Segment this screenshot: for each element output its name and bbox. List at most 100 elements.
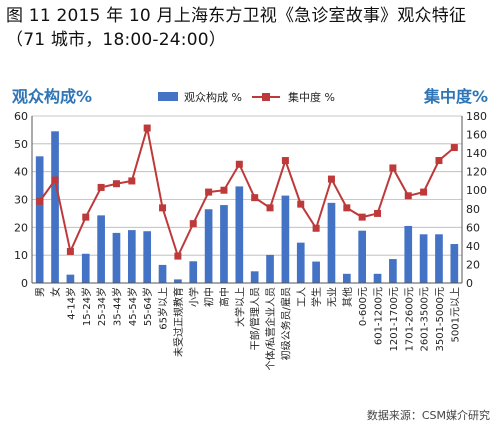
line-point: [327, 175, 335, 183]
right-tick-label: 0: [466, 277, 473, 290]
line-point: [281, 157, 289, 165]
line-point: [82, 213, 90, 221]
bar: [281, 195, 290, 283]
right-tick-label: 40: [466, 240, 480, 253]
bar: [97, 215, 105, 283]
line-point: [420, 188, 428, 196]
line-point: [143, 124, 151, 132]
bar: [250, 271, 259, 283]
bar: [158, 264, 167, 283]
tick-labels: 0102030405060020406080100120140160180男女 4…: [14, 110, 487, 370]
line-point: [159, 204, 167, 212]
category-tick-label: 未受过正规教育: [172, 287, 185, 357]
bar: [373, 273, 382, 283]
bar: [189, 261, 198, 283]
category-tick-label: 55-64岁: [141, 287, 154, 326]
bar: [450, 244, 459, 283]
category-tick-label: 女: [49, 287, 62, 297]
category-tick-label: 4-14岁: [64, 287, 77, 320]
bar: [404, 225, 413, 283]
line-point: [189, 220, 197, 228]
category-tick-label: 初中: [203, 287, 216, 307]
category-tick-label: 3501-5000元: [435, 287, 446, 352]
line-point: [435, 157, 443, 165]
bar: [435, 234, 443, 283]
bar: [174, 279, 182, 283]
figure-title: 图 11 2015 年 10 月上海东方卫视《急诊室故事》观众特征（71 城市，…: [6, 6, 467, 50]
left-tick-label: 50: [14, 138, 28, 151]
legend-line-label: 集中度 %: [288, 90, 335, 104]
category-tick-label: 65岁以上: [157, 287, 170, 330]
category-tick-label: 1701-2600元: [404, 287, 415, 352]
right-tick-label: 180: [466, 110, 487, 123]
category-tick-label: 小学: [187, 287, 200, 307]
category-tick-label: 0-600元: [358, 287, 369, 326]
right-tick-label: 20: [466, 258, 480, 271]
right-axis-title: 集中度%: [423, 87, 488, 106]
line-point: [66, 247, 74, 255]
category-tick-label: 601-1200元: [374, 287, 385, 345]
category-tick-label: 大学以上: [233, 287, 246, 327]
bar: [296, 242, 305, 283]
bar: [51, 131, 59, 283]
bar: [266, 254, 274, 283]
category-tick-label: 其他: [341, 287, 354, 307]
bar: [389, 259, 397, 283]
line-series: [36, 124, 458, 260]
bar: [327, 202, 336, 283]
line-point: [205, 188, 213, 196]
line-point: [297, 200, 305, 208]
line-point: [112, 180, 120, 188]
bar: [204, 209, 213, 283]
line-point: [251, 194, 259, 202]
left-tick-label: 40: [14, 166, 28, 179]
axes: [31, 116, 463, 284]
line-point: [174, 252, 182, 260]
line-point: [374, 209, 382, 217]
line-point: [235, 160, 243, 168]
category-tick-label: 干部/管理人员: [249, 287, 262, 350]
legend-bar-label: 观众构成 %: [184, 90, 242, 104]
category-tick-label: 个体/私营企业人员: [264, 287, 277, 370]
bar: [112, 232, 121, 283]
category-tick-label: 45-54岁: [126, 287, 139, 326]
category-tick-label: 1201-1700元: [389, 287, 400, 352]
line-point: [128, 177, 136, 185]
bar: [312, 261, 320, 283]
right-tick-label: 60: [466, 221, 480, 234]
category-tick-label: 学生: [310, 287, 323, 307]
bar: [66, 274, 75, 283]
category-tick-label: 35-44岁: [110, 287, 123, 326]
left-tick-label: 30: [14, 194, 28, 207]
bar-series: [35, 131, 459, 283]
left-tick-label: 60: [14, 110, 28, 123]
line-point: [36, 197, 44, 205]
line-point: [404, 192, 412, 200]
left-tick-label: 20: [14, 221, 28, 234]
category-tick-label: 15-24岁: [80, 287, 93, 326]
line-point: [343, 204, 351, 212]
category-tick-label: 工人: [296, 287, 308, 307]
right-tick-label: 140: [466, 147, 487, 160]
line-point: [312, 224, 320, 232]
line-point: [51, 176, 59, 184]
source-note: 数据来源：CSM媒介研究: [366, 409, 490, 422]
left-tick-label: 0: [21, 277, 28, 290]
line-point: [220, 186, 228, 194]
bar: [342, 273, 351, 283]
bar: [235, 186, 244, 283]
line-point: [450, 144, 458, 152]
category-tick-label: 2601-3500元: [420, 287, 431, 352]
line-point: [266, 204, 274, 212]
bar: [143, 231, 152, 283]
category-tick-label: 25-34岁: [95, 287, 108, 326]
line-point: [358, 213, 366, 221]
bar: [220, 205, 228, 283]
category-tick-label: 初级公务员/雇员: [279, 287, 292, 360]
line-path: [38, 127, 455, 259]
right-tick-label: 100: [466, 184, 487, 197]
grid-lines: [32, 115, 462, 256]
bar: [35, 156, 44, 283]
right-tick-label: 160: [466, 129, 487, 142]
